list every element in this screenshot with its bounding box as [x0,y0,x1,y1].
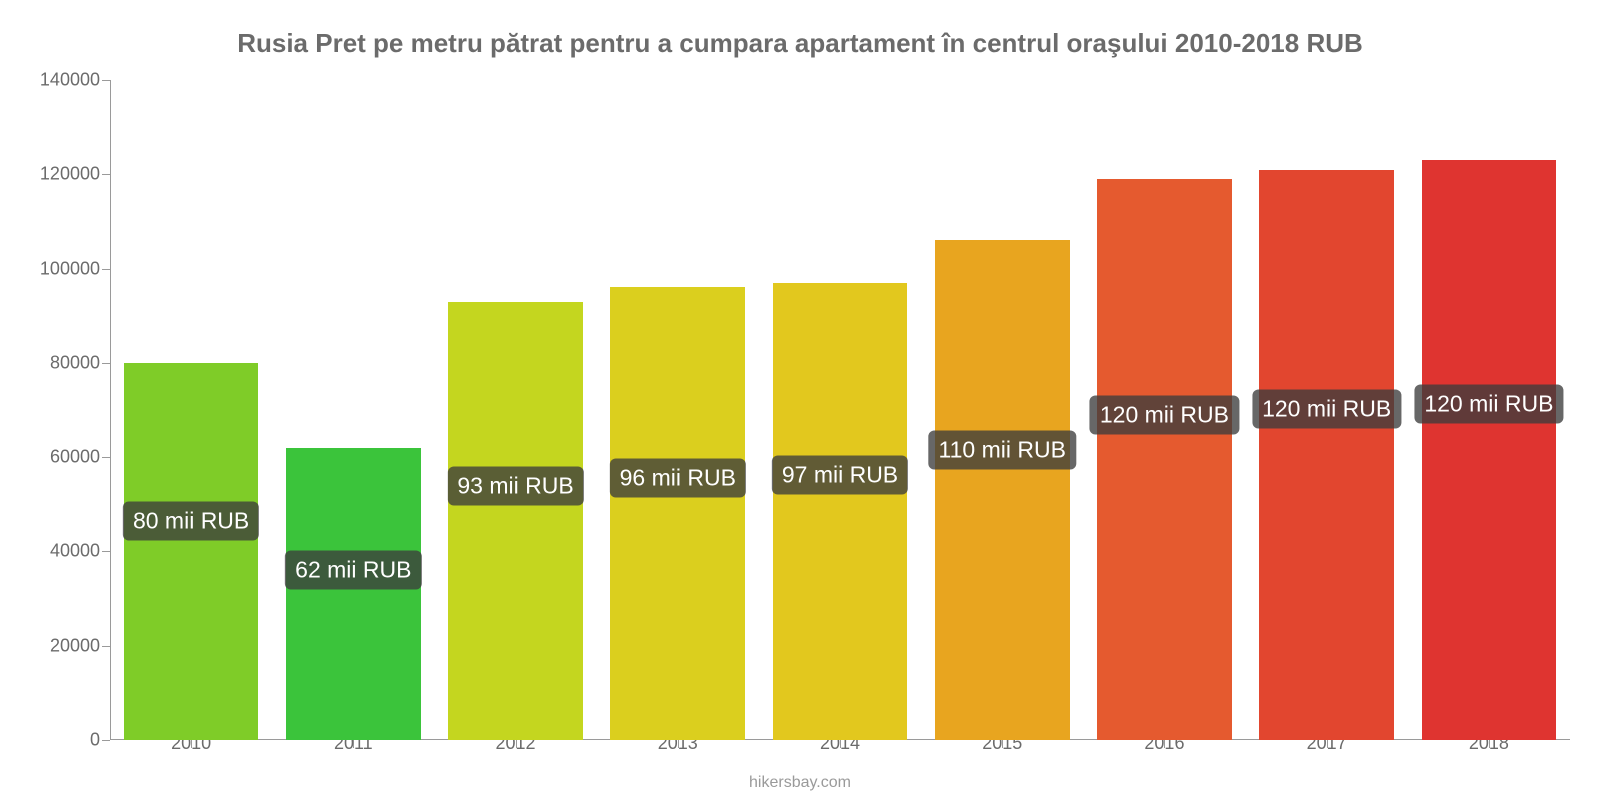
y-tick-label: 80000 [50,352,110,373]
y-tick-label: 60000 [50,447,110,468]
bar [1422,160,1557,740]
bar [935,240,1070,740]
bar-value-label: 120 mii RUB [1090,395,1239,434]
y-axis [110,80,111,740]
bar [124,363,259,740]
plot-area: 0200004000060000800001000001200001400002… [110,80,1570,740]
bar-value-label: 93 mii RUB [447,466,583,505]
bar [448,302,583,740]
chart-container: Rusia Pret pe metru pătrat pentru a cump… [0,0,1600,800]
bar-value-label: 97 mii RUB [772,455,908,494]
y-tick-label: 0 [90,730,110,751]
bar [610,287,745,740]
chart-source: hikersbay.com [749,774,851,792]
y-tick-label: 100000 [40,258,110,279]
bar-value-label: 62 mii RUB [285,551,421,590]
bar-value-label: 96 mii RUB [610,458,746,497]
bar-value-label: 120 mii RUB [1414,384,1563,423]
y-tick-label: 140000 [40,70,110,91]
bar [1259,170,1394,740]
bar-value-label: 80 mii RUB [123,502,259,541]
bar-value-label: 120 mii RUB [1252,390,1401,429]
y-tick-label: 20000 [50,635,110,656]
bar-value-label: 110 mii RUB [929,431,1076,470]
bar [286,448,421,740]
y-tick-label: 40000 [50,541,110,562]
bar [773,283,908,740]
bar [1097,179,1232,740]
chart-title: Rusia Pret pe metru pătrat pentru a cump… [0,0,1600,59]
y-tick-label: 120000 [40,164,110,185]
